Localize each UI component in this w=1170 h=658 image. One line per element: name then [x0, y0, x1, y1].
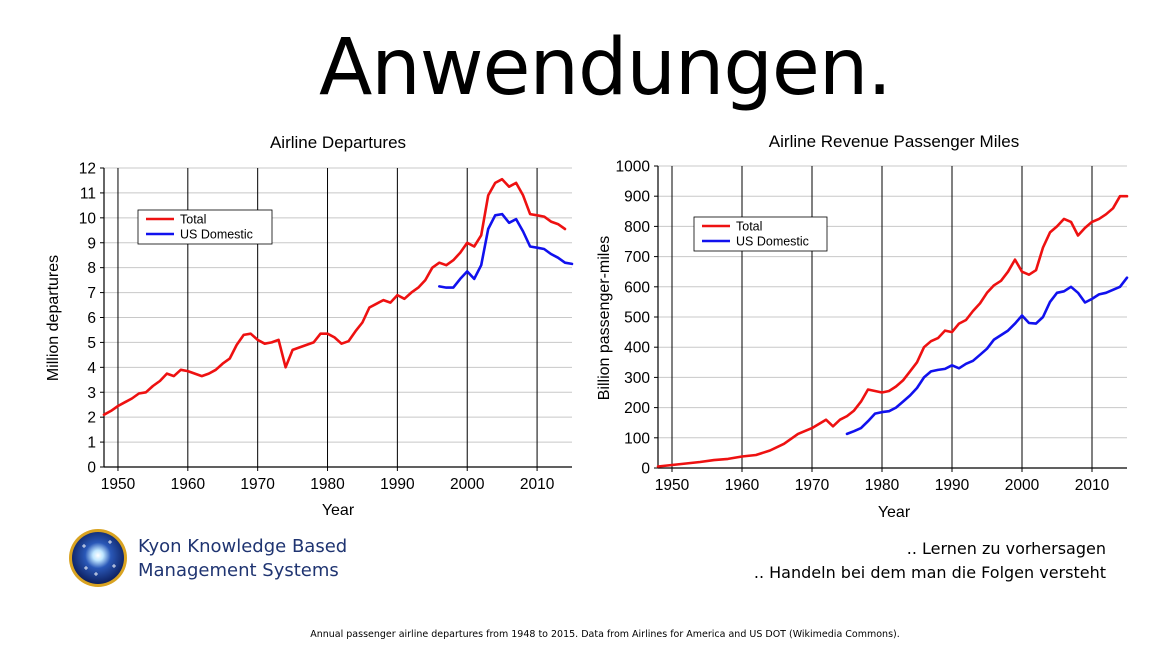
x-tick-label: 1990	[380, 476, 415, 493]
x-tick-label: 1970	[240, 476, 275, 493]
y-tick-label: 1	[87, 435, 96, 452]
chart-title: Airline Revenue Passenger Miles	[769, 132, 1019, 151]
x-tick-label: 1990	[935, 477, 970, 494]
legend-label: Total	[180, 213, 206, 227]
y-tick-label: 900	[624, 189, 650, 206]
y-tick-label: 5	[87, 335, 96, 352]
legend-label: US Domestic	[180, 228, 253, 242]
x-tick-label: 2000	[450, 476, 485, 493]
note-line-2: .. Handeln bei dem man die Folgen verste…	[753, 563, 1106, 582]
x-tick-label: 2000	[1005, 477, 1040, 494]
y-tick-label: 10	[79, 210, 97, 227]
series-line-us-domestic	[845, 276, 1129, 436]
slide-caption: Annual passenger airline departures from…	[310, 629, 900, 640]
y-tick-label: 2	[87, 410, 96, 427]
series-line-us-domestic	[437, 212, 574, 289]
company-name-line1: Kyon Knowledge Based	[138, 536, 348, 557]
y-tick-label: 3	[87, 385, 96, 402]
x-tick-label: 1980	[310, 476, 345, 493]
y-tick-label: 12	[79, 161, 96, 178]
y-tick-label: 300	[624, 370, 650, 387]
y-tick-label: 500	[624, 310, 650, 327]
y-tick-label: 0	[87, 460, 96, 477]
y-tick-label: 9	[87, 235, 96, 252]
x-axis-label: Year	[322, 502, 355, 519]
x-tick-label: 1980	[865, 477, 900, 494]
y-tick-label: 1000	[616, 159, 651, 176]
y-tick-label: 700	[624, 249, 650, 266]
y-tick-label: 4	[87, 360, 96, 377]
y-tick-label: 800	[624, 219, 650, 236]
x-axis-label: Year	[878, 504, 911, 521]
y-axis-label: Billion passenger-miles	[596, 236, 613, 401]
y-tick-label: 600	[624, 279, 650, 296]
y-axis-label: Million departures	[45, 255, 62, 381]
slide-notes: .. Lernen zu vorhersagen .. Handeln bei …	[754, 537, 1106, 585]
x-tick-label: 1970	[795, 477, 830, 494]
y-tick-label: 200	[624, 400, 650, 417]
y-tick-label: 6	[87, 310, 96, 327]
company-name-line2: Management Systems	[138, 560, 339, 581]
y-tick-label: 7	[87, 285, 96, 302]
legend-box	[137, 209, 273, 245]
series-line-total	[656, 194, 1129, 468]
legend-label: Total	[736, 220, 762, 234]
x-tick-label: 2010	[1075, 477, 1110, 494]
y-tick-label: 8	[87, 260, 96, 277]
x-tick-label: 1960	[725, 477, 760, 494]
note-line-1: .. Lernen zu vorhersagen	[906, 539, 1106, 558]
x-tick-label: 1950	[655, 477, 690, 494]
legend-box	[693, 216, 828, 252]
x-tick-label: 1960	[171, 476, 206, 493]
slide-title: Anwendungen.	[318, 23, 892, 113]
legend-label: US Domestic	[736, 235, 809, 249]
chart-title: Airline Departures	[270, 133, 406, 152]
company-name: Kyon Knowledge Based Management Systems	[138, 535, 347, 583]
y-tick-label: 11	[80, 185, 96, 202]
y-tick-label: 0	[641, 461, 650, 478]
star-globe-icon	[68, 528, 128, 588]
x-tick-label: 2010	[520, 476, 555, 493]
x-tick-label: 1950	[101, 476, 136, 493]
series-line-total	[102, 177, 567, 417]
y-tick-label: 100	[624, 430, 650, 447]
y-tick-label: 400	[624, 340, 650, 357]
